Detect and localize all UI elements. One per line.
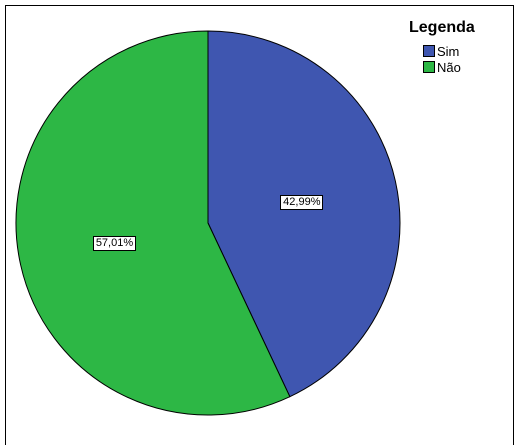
legend-label: Sim bbox=[437, 43, 460, 59]
data-label-sim: 42,99% bbox=[280, 194, 324, 210]
legend: Legenda Sim Não bbox=[409, 19, 509, 75]
legend-label: Não bbox=[437, 59, 461, 75]
pie-slice-n-o bbox=[15, 30, 291, 416]
data-label-n-o: 57,01% bbox=[92, 236, 137, 252]
legend-item-n-o: Não bbox=[409, 59, 509, 75]
legend-item-sim: Sim bbox=[409, 43, 509, 59]
legend-swatch bbox=[423, 61, 435, 73]
pie-slice-sim bbox=[207, 30, 401, 398]
legend-title: Legenda bbox=[409, 19, 475, 36]
legend-swatch bbox=[423, 45, 435, 57]
